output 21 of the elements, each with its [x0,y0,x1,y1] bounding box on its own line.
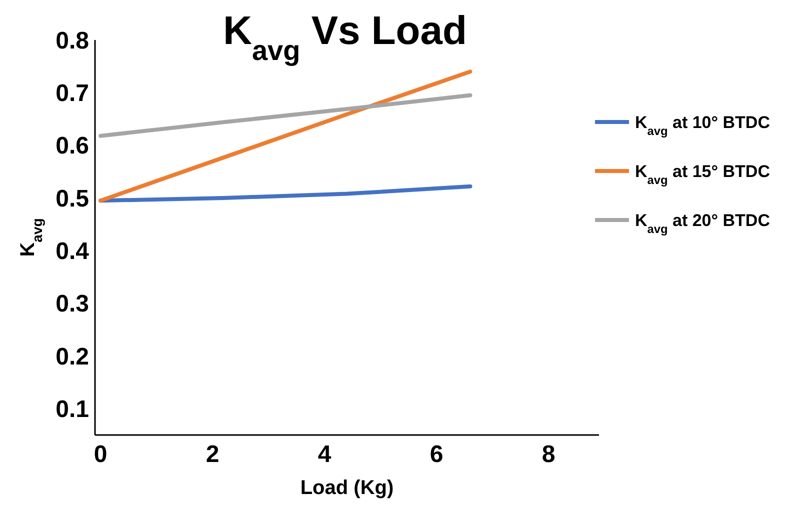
legend-label: K$_{avg}$ at 20° BTDC [635,210,770,236]
y-tick-label: 0.2 [56,343,89,370]
x-tick-label: 6 [430,441,444,468]
line-series [98,70,472,203]
legend-label: K$_{avg}$ at 10° BTDC [635,112,770,138]
x-tick-label: 4 [318,441,332,468]
y-tick-label: 0.1 [56,396,89,424]
chart-title: K$_{avg}$ Vs Load [223,9,467,66]
line-series [98,184,472,203]
y-tick-label: 0.4 [56,238,90,266]
line-series [98,93,472,138]
x-tick-label: 0 [94,441,108,468]
x-tick-label: 2 [206,441,220,468]
x-tick-label: 8 [542,441,556,468]
y-tick-label: 0.7 [56,80,89,108]
y-tick-label: 0.6 [56,132,89,160]
y-tick-label: 0.3 [56,290,89,318]
y-tick-label: 0.5 [56,185,89,212]
y-tick-label: 0.8 [56,27,89,54]
legend-label: K$_{avg}$ at 15° BTDC [635,162,770,187]
x-axis-title: Load (Kg) [300,477,394,499]
